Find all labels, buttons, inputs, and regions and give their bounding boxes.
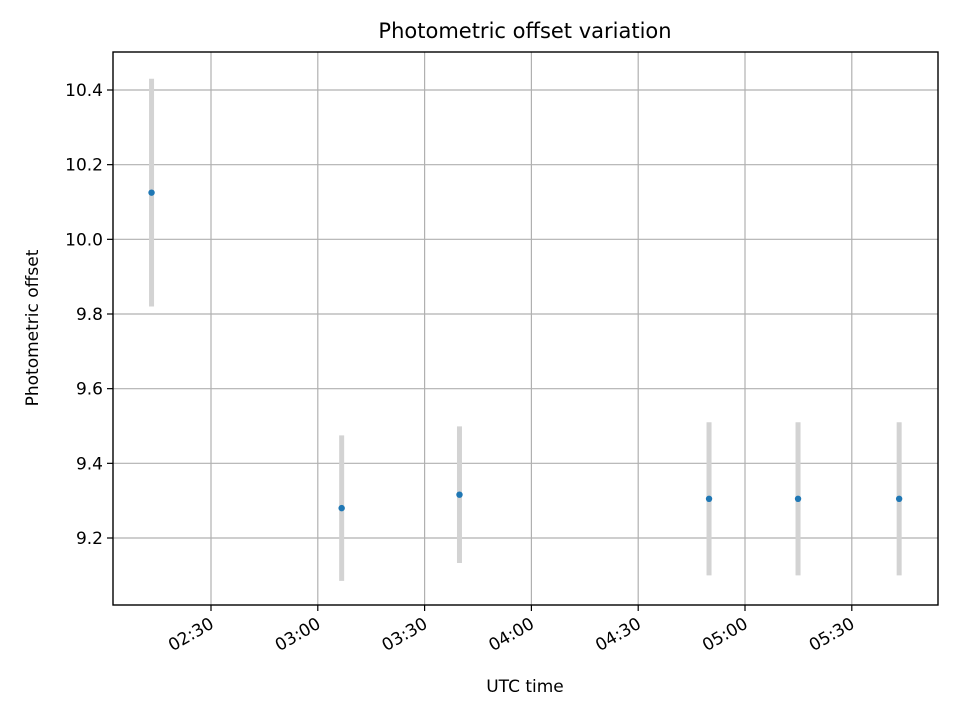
grid bbox=[113, 52, 938, 605]
x-tick-label: 04:00 bbox=[485, 614, 537, 656]
data-point bbox=[456, 491, 463, 498]
y-axis: 9.2 9.4 9.6 9.8 10.0 10.2 10.4 bbox=[65, 81, 113, 549]
y-axis-label: Photometric offset bbox=[23, 249, 43, 406]
x-tick-label: 02:30 bbox=[165, 614, 217, 656]
x-tick-label: 05:00 bbox=[699, 614, 751, 656]
data-point bbox=[338, 504, 345, 512]
x-tick-label: 03:00 bbox=[272, 614, 324, 656]
error-bars bbox=[149, 78, 902, 581]
y-tick-label: 9.8 bbox=[76, 305, 103, 325]
x-axis: 02:30 03:00 03:30 04:00 04:30 05:00 05:30 bbox=[165, 605, 858, 656]
y-tick-label: 9.2 bbox=[76, 529, 103, 549]
x-tick-label: 05:30 bbox=[806, 614, 858, 656]
y-tick-label: 10.4 bbox=[65, 81, 103, 101]
x-axis-label: UTC time bbox=[486, 677, 564, 697]
plot-frame bbox=[112, 51, 939, 606]
x-tick-label: 03:30 bbox=[379, 614, 431, 656]
y-tick-label: 9.4 bbox=[76, 454, 103, 474]
y-tick-label: 10.0 bbox=[65, 230, 103, 250]
chart-title: Photometric offset variation bbox=[378, 19, 671, 43]
data-point bbox=[895, 495, 903, 502]
y-tick-label: 10.2 bbox=[65, 156, 103, 176]
y-tick-label: 9.6 bbox=[76, 380, 103, 400]
data-point bbox=[148, 189, 155, 196]
x-tick-label: 04:30 bbox=[592, 614, 644, 656]
data-point bbox=[794, 495, 802, 502]
data-points bbox=[148, 189, 903, 512]
data-point bbox=[705, 495, 713, 502]
